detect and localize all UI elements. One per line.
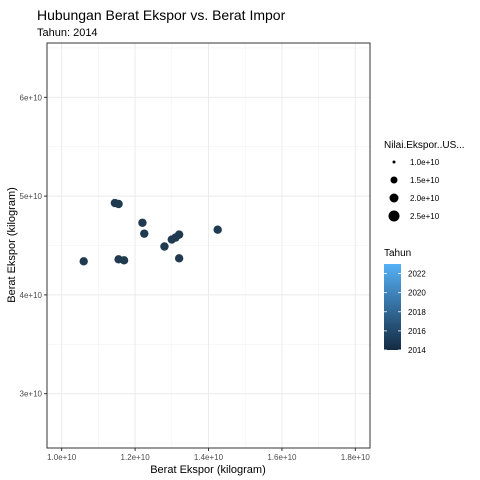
y-tick-label: 6e+10 — [20, 93, 43, 102]
size-legend-label: 1.0e+10 — [410, 158, 440, 167]
data-points — [79, 198, 222, 266]
chart-title: Hubungan Berat Ekspor vs. Berat Impor — [37, 7, 286, 23]
x-tick-label: 1.6e+10 — [267, 453, 297, 462]
x-tick-label: 1.2e+10 — [121, 453, 151, 462]
size-legend-title: Nilai.Ekspor..US... — [384, 140, 465, 151]
grid-lines — [47, 43, 370, 448]
size-legend-label: 1.5e+10 — [410, 176, 440, 185]
colorbar-tick-label: 2016 — [408, 327, 426, 336]
x-axis-label: Berat Ekspor (kilogram) — [150, 464, 266, 476]
size-legend-key — [390, 176, 398, 184]
chart-subtitle: Tahun: 2014 — [37, 27, 98, 39]
y-axis-ticks: 3e+10 4e+10 5e+10 6e+10 — [20, 93, 47, 399]
colorbar-tick-label: 2020 — [408, 289, 426, 298]
x-axis-ticks: 1.0e+10 1.2e+10 1.4e+10 1.6e+10 1.8e+10 — [47, 448, 370, 462]
x-tick-label: 1.0e+10 — [47, 453, 77, 462]
scatter-point — [79, 257, 88, 266]
scatter-point — [174, 230, 184, 239]
color-legend: Tahun 2022 2020 2018 2016 2014 — [384, 248, 426, 355]
size-legend-label: 2.5e+10 — [410, 212, 440, 221]
size-legend-label: 2.0e+10 — [410, 194, 440, 203]
scatter-point — [138, 218, 147, 227]
y-axis-label: Berat Ekspor (kilogram) — [6, 187, 18, 303]
size-legend: Nilai.Ekspor..US... 1.0e+10 1.5e+10 2.0e+1… — [384, 140, 465, 222]
y-tick-label: 3e+10 — [20, 390, 43, 399]
x-tick-label: 1.4e+10 — [194, 453, 224, 462]
size-legend-key — [389, 193, 399, 203]
size-legend-key — [388, 210, 400, 222]
x-tick-label: 1.8e+10 — [341, 453, 371, 462]
colorbar-tick-label: 2022 — [408, 270, 426, 279]
scatter-point — [119, 256, 129, 265]
colorbar-tick-label: 2014 — [408, 346, 426, 355]
color-legend-title: Tahun — [384, 248, 411, 259]
scatter-point — [174, 254, 184, 263]
colorbar-tick-label: 2018 — [408, 308, 426, 317]
scatter-point — [114, 199, 123, 209]
scatter-point — [213, 225, 222, 234]
scatter-point — [140, 229, 149, 238]
scatter-point — [160, 242, 169, 251]
colorbar — [384, 264, 401, 350]
y-tick-label: 5e+10 — [20, 192, 43, 201]
size-legend-key — [392, 160, 396, 164]
y-tick-label: 4e+10 — [20, 291, 43, 300]
